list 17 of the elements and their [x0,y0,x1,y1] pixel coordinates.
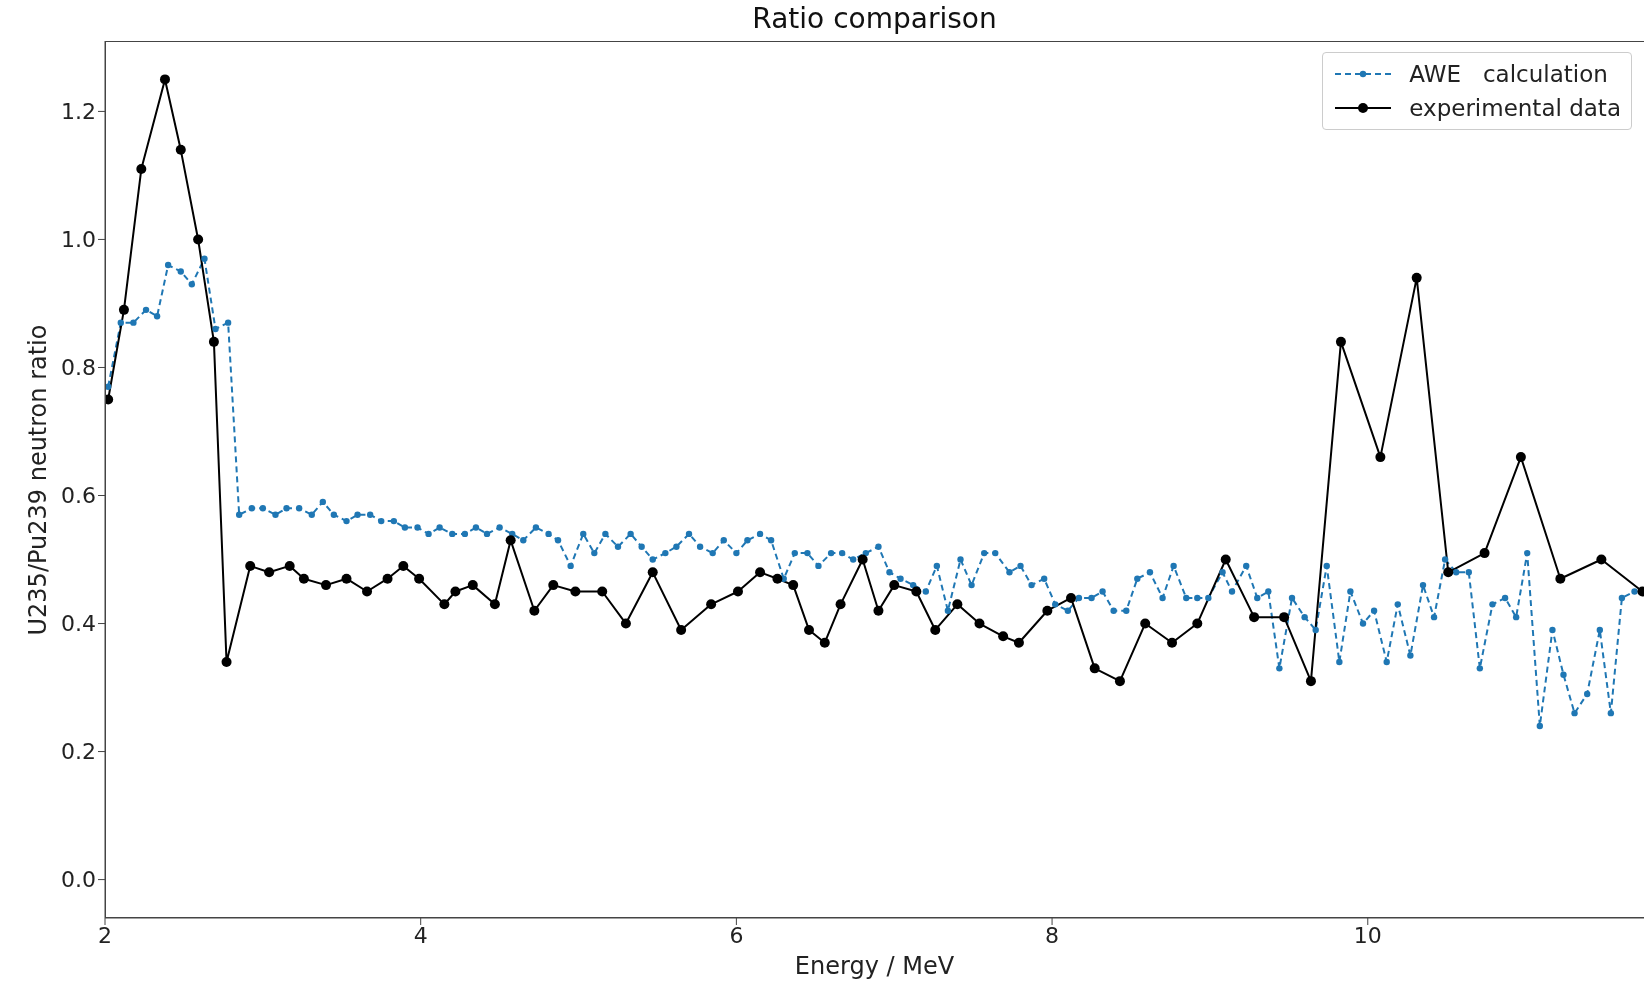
y-tick-label: 1.0 [61,227,96,253]
y-tick-label: 0.2 [61,739,96,765]
x-tick-label: 6 [729,922,744,948]
x-tick-label: 8 [1045,922,1060,948]
chart-title: Ratio comparison [751,2,998,35]
y-tick-label: 0.0 [61,867,96,893]
y-tick-label: 1.2 [61,99,96,125]
x-tick-label: 4 [413,922,428,948]
y-tick-label: 0.6 [61,483,96,509]
legend-label: experimental data [1409,95,1621,121]
legend-label: AWE calculation [1409,61,1608,87]
x-axis-title: Energy / MeV [793,952,956,980]
y-axis-title: U235/Pu239 neutron ratio [24,324,52,636]
y-tick-label: 0.8 [61,355,96,381]
x-tick-label: 2 [98,922,112,948]
x-tick-label: 10 [1353,922,1382,948]
y-tick-label: 0.4 [61,611,96,637]
